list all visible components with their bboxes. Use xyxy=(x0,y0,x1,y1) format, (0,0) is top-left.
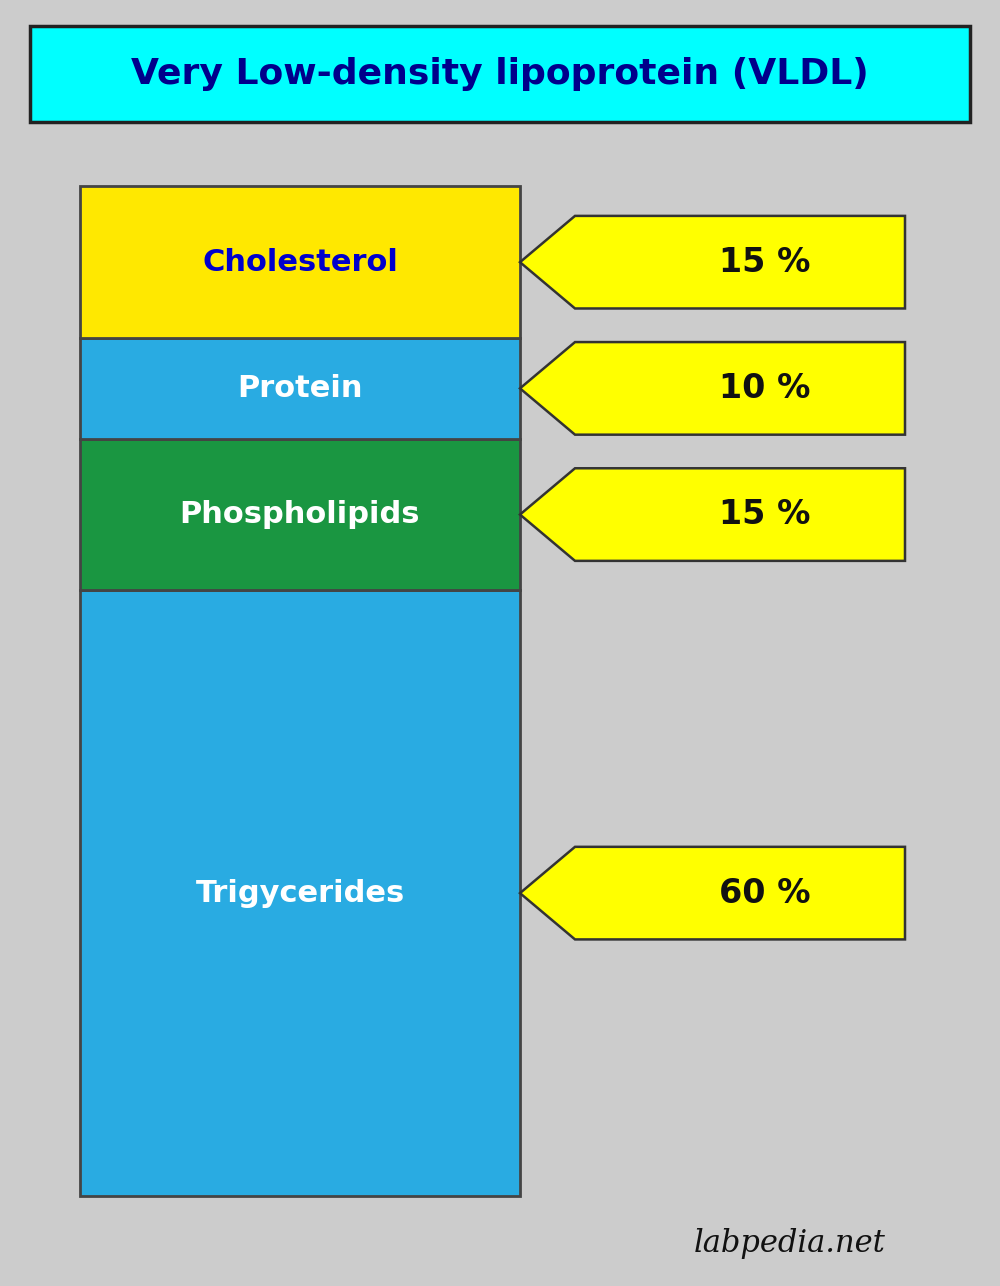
FancyBboxPatch shape xyxy=(80,186,520,338)
Text: 15 %: 15 % xyxy=(719,246,811,279)
Text: 10 %: 10 % xyxy=(719,372,811,405)
Polygon shape xyxy=(520,468,905,561)
Text: labpedia.net: labpedia.net xyxy=(694,1228,886,1259)
Polygon shape xyxy=(520,847,905,939)
FancyBboxPatch shape xyxy=(30,26,970,122)
Text: Very Low-density lipoprotein (VLDL): Very Low-density lipoprotein (VLDL) xyxy=(131,57,869,91)
Polygon shape xyxy=(520,342,905,435)
Text: Trigycerides: Trigycerides xyxy=(195,878,405,908)
FancyBboxPatch shape xyxy=(80,439,520,590)
Text: Cholesterol: Cholesterol xyxy=(202,248,398,276)
Text: 60 %: 60 % xyxy=(719,877,811,909)
FancyBboxPatch shape xyxy=(80,338,520,439)
FancyBboxPatch shape xyxy=(80,590,520,1196)
Polygon shape xyxy=(520,216,905,309)
Text: Phospholipids: Phospholipids xyxy=(180,500,420,529)
Text: 15 %: 15 % xyxy=(719,498,811,531)
Text: Protein: Protein xyxy=(237,374,363,403)
